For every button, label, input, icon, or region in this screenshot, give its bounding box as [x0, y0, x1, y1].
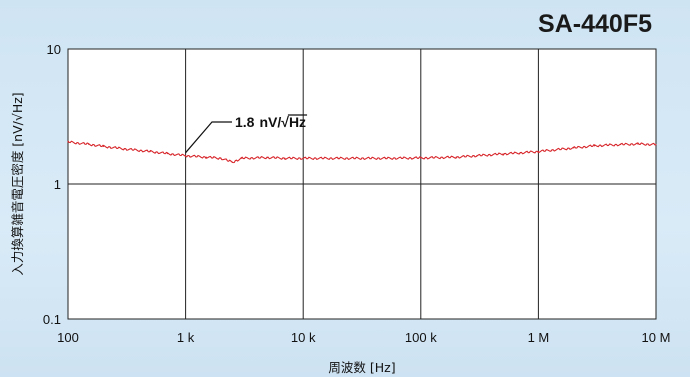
- annotation-label: 1.8 nV/√Hz: [235, 114, 306, 130]
- series-point: [284, 157, 286, 159]
- series-point: [637, 143, 639, 145]
- product-title: SA-440F5: [538, 10, 652, 38]
- series-point: [185, 155, 187, 157]
- x-tick-label: 1 M: [528, 330, 550, 345]
- series-point: [166, 152, 168, 155]
- series-point: [241, 157, 243, 159]
- tick-labels: 100 1 k 10 k 100 k 1 M 10 M 0.1 1 10: [43, 42, 671, 345]
- y-tick-label: 1: [54, 177, 61, 192]
- y-tick-label: 10: [47, 42, 61, 57]
- series-point: [455, 156, 457, 158]
- annotation-root-unit: Hz: [289, 114, 306, 130]
- series-point: [655, 143, 657, 146]
- series-line-0: [67, 140, 657, 164]
- series-point: [537, 150, 540, 153]
- grid: [68, 49, 656, 319]
- series-point: [338, 157, 340, 159]
- annotation-leader-line: [185, 121, 232, 154]
- annotation-value: 1.8: [235, 114, 255, 130]
- series-point: [123, 148, 125, 150]
- series-point: [102, 145, 105, 147]
- series-point: [573, 147, 575, 149]
- series-point: [67, 141, 69, 143]
- x-tick-label: 100 k: [405, 330, 437, 345]
- y-axis-label: 入力換算雑音電圧密度 [nV/√Hz]: [10, 92, 25, 275]
- series-point: [619, 143, 622, 146]
- x-axis-label: 周波数 [Hz]: [328, 360, 395, 375]
- series-point: [420, 157, 422, 159]
- series-point: [231, 161, 233, 163]
- series-point: [267, 156, 269, 159]
- series-point: [502, 153, 504, 155]
- series-point: [519, 152, 521, 154]
- series-point: [149, 150, 151, 153]
- series-point: [476, 155, 478, 157]
- series-point: [593, 145, 596, 147]
- sqrt-sign-icon: √: [281, 114, 289, 130]
- series-layer: [67, 140, 657, 164]
- y-tick-label: 0.1: [43, 312, 61, 327]
- annotation-layer: 1.8 nV/√Hz: [185, 114, 308, 154]
- series-point: [88, 143, 90, 145]
- annotation-unit: nV/: [259, 114, 281, 130]
- x-tick-label: 10 M: [642, 330, 671, 345]
- x-tick-label: 1 k: [177, 330, 195, 345]
- series-point: [384, 157, 386, 159]
- x-tick-label: 10 k: [291, 330, 316, 345]
- x-tick-label: 100: [57, 330, 79, 345]
- series-point: [220, 157, 222, 159]
- series-point: [302, 157, 304, 159]
- series-point: [205, 156, 207, 158]
